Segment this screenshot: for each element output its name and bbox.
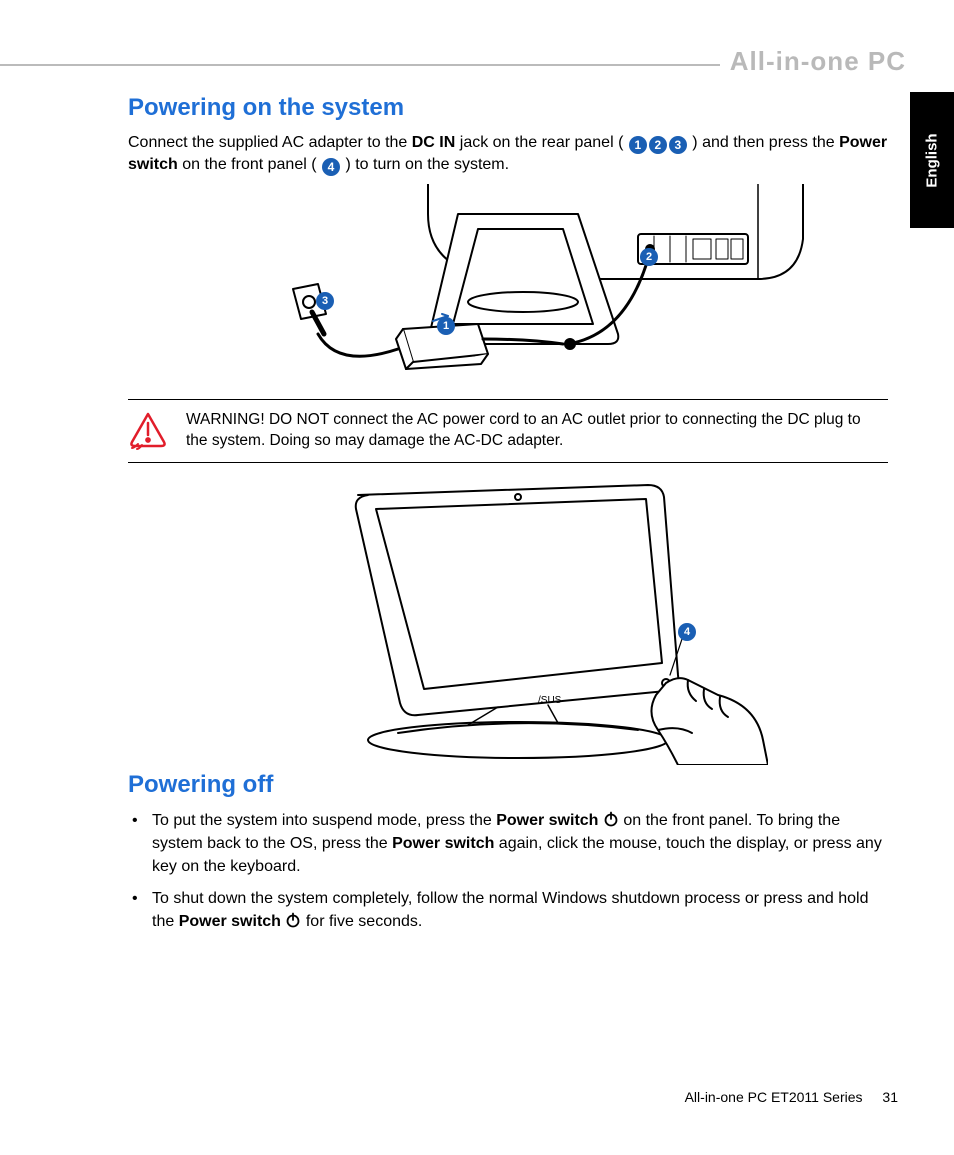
- figure-rear-panel: 123: [198, 184, 818, 389]
- language-tab: English: [910, 92, 954, 228]
- text-run: ) and then press the: [688, 134, 839, 151]
- text-run: on the front panel (: [178, 156, 321, 173]
- text-run: jack on the rear panel (: [455, 134, 628, 151]
- text-run: To put the system into suspend mode, pre…: [152, 812, 496, 829]
- page-content: Powering on the system Connect the suppl…: [128, 94, 888, 941]
- step-badge-4: 4: [322, 158, 340, 176]
- warning-text: WARNING! DO NOT connect the AC power cor…: [186, 410, 882, 452]
- language-label: English: [924, 133, 941, 187]
- power-icon: [285, 912, 301, 928]
- powering-on-paragraph: Connect the supplied AC adapter to the D…: [128, 132, 888, 176]
- bold-power-switch: Power switch: [179, 913, 281, 930]
- footer-page-number: 31: [882, 1089, 898, 1105]
- bold-dc-in: DC IN: [412, 134, 456, 151]
- page-footer: All-in-one PC ET2011 Series 31: [685, 1089, 898, 1105]
- warning-box: WARNING! DO NOT connect the AC power cor…: [128, 399, 888, 463]
- product-line-title: All-in-one PC: [730, 46, 906, 77]
- header-rule: [0, 64, 720, 66]
- section-powering-off-title: Powering off: [128, 771, 888, 799]
- list-item: To shut down the system completely, foll…: [152, 887, 888, 933]
- text-run: ) to turn on the system.: [341, 156, 509, 173]
- power-icon: [603, 811, 619, 827]
- figure-front-power: /SUS 4: [248, 475, 768, 765]
- bold-power-switch: Power switch: [392, 835, 494, 852]
- step-badge-2: 2: [649, 136, 667, 154]
- warning-icon: [128, 410, 168, 450]
- section-powering-on-title: Powering on the system: [128, 94, 888, 122]
- list-item: To put the system into suspend mode, pre…: [152, 809, 888, 879]
- callout-badge-4: 4: [678, 623, 696, 641]
- footer-series: All-in-one PC ET2011 Series: [685, 1089, 863, 1105]
- bold-power-switch: Power switch: [496, 812, 598, 829]
- svg-text:/SUS: /SUS: [538, 695, 562, 706]
- text-run: Connect the supplied AC adapter to the: [128, 134, 412, 151]
- text-run: for five seconds.: [306, 913, 423, 930]
- step-badge-3: 3: [669, 136, 687, 154]
- page-header: All-in-one PC: [0, 50, 954, 80]
- step-badge-1: 1: [629, 136, 647, 154]
- powering-off-list: To put the system into suspend mode, pre…: [128, 809, 888, 933]
